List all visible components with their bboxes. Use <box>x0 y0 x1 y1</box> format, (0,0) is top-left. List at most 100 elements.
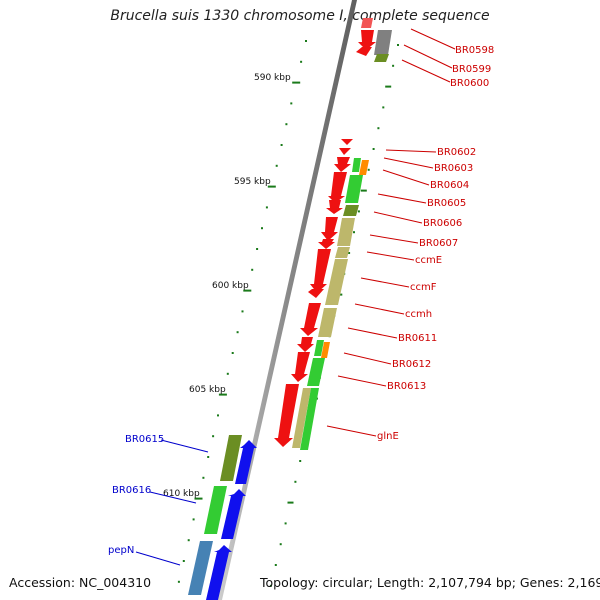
gene-label[interactable]: BR0600 <box>450 78 489 89</box>
scale-dot <box>348 252 351 254</box>
scale-tick <box>217 414 219 417</box>
gene-BR0599-box[interactable] <box>374 30 392 55</box>
gene-glnE-box2[interactable] <box>300 388 319 450</box>
gene-label[interactable]: BR0598 <box>455 45 494 56</box>
leader-line <box>337 375 387 387</box>
gene-BR0603-orange[interactable] <box>359 160 369 175</box>
gene-pepN-box[interactable] <box>188 541 213 595</box>
gene-ccmE-box[interactable] <box>335 247 350 258</box>
leader-line <box>383 157 434 169</box>
gene-labels-right: BR0598 BR0599 BR0600 BR0602 BR0603 BR060… <box>377 45 494 442</box>
gene-BR0611-orange[interactable] <box>321 342 330 358</box>
scale-label-600: 600 kbp <box>212 281 249 291</box>
gene-BR0599[interactable] <box>356 47 372 56</box>
gene-glnE[interactable] <box>274 384 299 447</box>
gene-label[interactable]: BR0612 <box>392 359 431 370</box>
scale-ticks <box>177 40 307 583</box>
leader-line <box>360 277 410 288</box>
gene-BR0604-box[interactable] <box>345 175 363 203</box>
gene-BR0612[interactable] <box>291 352 310 382</box>
scale-tick <box>275 164 278 167</box>
scale-dot <box>269 584 272 587</box>
gene-BR0615[interactable] <box>235 440 257 484</box>
gene-BR0602[interactable] <box>341 139 353 145</box>
gene-BR0606[interactable] <box>326 200 343 214</box>
scale-label-590: 590 kbp <box>254 73 291 83</box>
scale-tick <box>256 248 259 250</box>
scale-tick <box>285 123 288 126</box>
gene-ccmF-b[interactable] <box>308 289 324 298</box>
gene-BR0616-box[interactable] <box>204 486 227 534</box>
scale-tick <box>241 310 244 313</box>
gene-ccmF[interactable] <box>310 249 331 293</box>
gene-label[interactable]: BR0603 <box>434 163 473 174</box>
leader-line <box>366 251 415 261</box>
map-title: Brucella suis 1330 chromosome I, complet… <box>110 8 490 24</box>
scale-tick <box>236 331 239 334</box>
scale-tick <box>192 518 195 521</box>
gene-glnE-box[interactable] <box>292 388 311 448</box>
scale-label-610: 610 kbp <box>163 489 200 499</box>
scale-tick <box>226 372 229 375</box>
scale-dot <box>287 501 294 504</box>
gene-BR0603-box[interactable] <box>352 158 361 172</box>
scale-dot <box>385 85 392 88</box>
leader-line <box>401 59 451 83</box>
leader-line <box>410 28 456 50</box>
gene-BR0604[interactable] <box>334 157 351 172</box>
gene-BR0607[interactable] <box>321 217 338 241</box>
gene-label[interactable]: BR0611 <box>398 333 437 344</box>
gene-ccmh[interactable] <box>300 303 321 336</box>
scale-dot <box>372 148 375 150</box>
topology-text: Topology: circular; Length: 2,107,794 bp… <box>260 575 600 590</box>
gene-label[interactable]: BR0606 <box>423 218 462 229</box>
scale-tick <box>194 497 203 500</box>
gene-label[interactable]: BR0602 <box>437 147 476 158</box>
gene-label[interactable]: BR0599 <box>452 64 491 75</box>
scale-dot <box>299 460 302 462</box>
leader-lines-right <box>326 28 456 437</box>
gene-label[interactable]: glnE <box>377 431 399 442</box>
gene-label[interactable]: ccmF <box>410 282 437 293</box>
gene-label[interactable]: BR0616 <box>112 485 151 496</box>
accession-text: Accession: NC_004310 <box>9 575 152 590</box>
gene-BR0615-box[interactable] <box>220 435 242 481</box>
scale-tick <box>280 144 283 146</box>
gene-label[interactable]: BR0605 <box>427 198 466 209</box>
gene-ccmF-box[interactable] <box>325 259 348 305</box>
gene-label[interactable]: BR0615 <box>125 434 164 445</box>
gene-label[interactable]: BR0613 <box>387 381 426 392</box>
gene-BR0605[interactable] <box>328 172 347 203</box>
gene-ccmh-box[interactable] <box>318 308 337 337</box>
gene-ccmE[interactable] <box>318 239 335 249</box>
gene-BR0611-box[interactable] <box>314 340 324 356</box>
scale-dot <box>382 106 385 109</box>
gene-pepN[interactable] <box>206 545 232 600</box>
gene-BR0600-box[interactable] <box>374 54 389 62</box>
leader-line <box>377 193 427 204</box>
leader-line <box>385 149 437 153</box>
gene-label[interactable]: BR0607 <box>419 238 458 249</box>
gene-BR0603[interactable] <box>339 148 351 155</box>
gene-label[interactable]: BR0604 <box>430 180 469 191</box>
gene-features <box>188 18 392 600</box>
gene-BR0611[interactable] <box>297 337 314 352</box>
scale-tick <box>212 435 215 438</box>
gene-BR0616[interactable] <box>221 489 246 539</box>
leader-line <box>354 303 405 315</box>
leader-line <box>373 211 423 224</box>
scale-tick <box>231 352 234 354</box>
gene-label[interactable]: ccmE <box>415 255 442 266</box>
gene-BR0598[interactable] <box>358 30 376 50</box>
scale-tick <box>187 539 190 542</box>
scale-dot <box>274 564 277 566</box>
gene-label[interactable]: ccmh <box>405 309 432 320</box>
scale-dot <box>377 127 380 130</box>
gene-BR0598-top[interactable] <box>361 18 373 28</box>
gene-label[interactable]: pepN <box>108 545 134 556</box>
gene-BR0606-box[interactable] <box>343 205 359 216</box>
gene-BR0612-box[interactable] <box>307 358 325 386</box>
leader-lines-left <box>135 439 209 566</box>
gene-BR0607-box[interactable] <box>337 218 355 246</box>
